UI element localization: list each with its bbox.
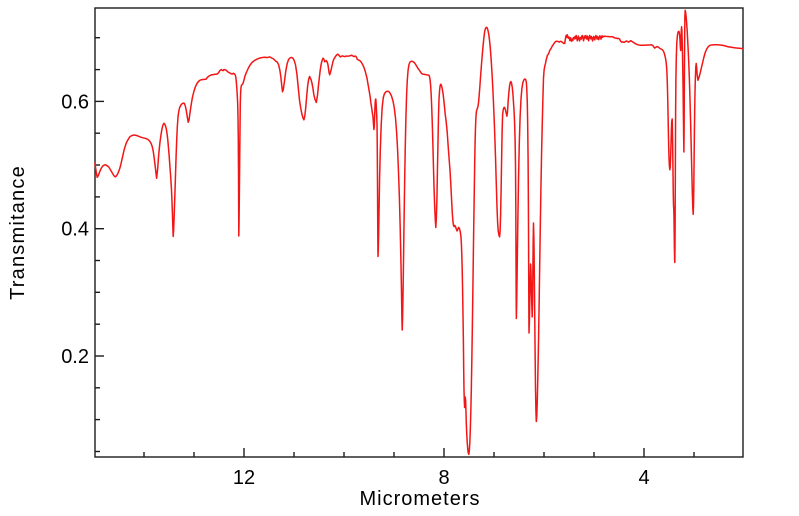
svg-text:0.4: 0.4 (61, 219, 89, 241)
svg-text:Micrometers: Micrometers (359, 488, 480, 510)
svg-text:0.2: 0.2 (61, 346, 89, 368)
svg-text:4: 4 (638, 467, 649, 489)
svg-text:12: 12 (233, 467, 255, 489)
svg-text:Transmitance: Transmitance (7, 165, 29, 300)
svg-text:0.6: 0.6 (61, 91, 89, 113)
svg-text:8: 8 (438, 467, 449, 489)
